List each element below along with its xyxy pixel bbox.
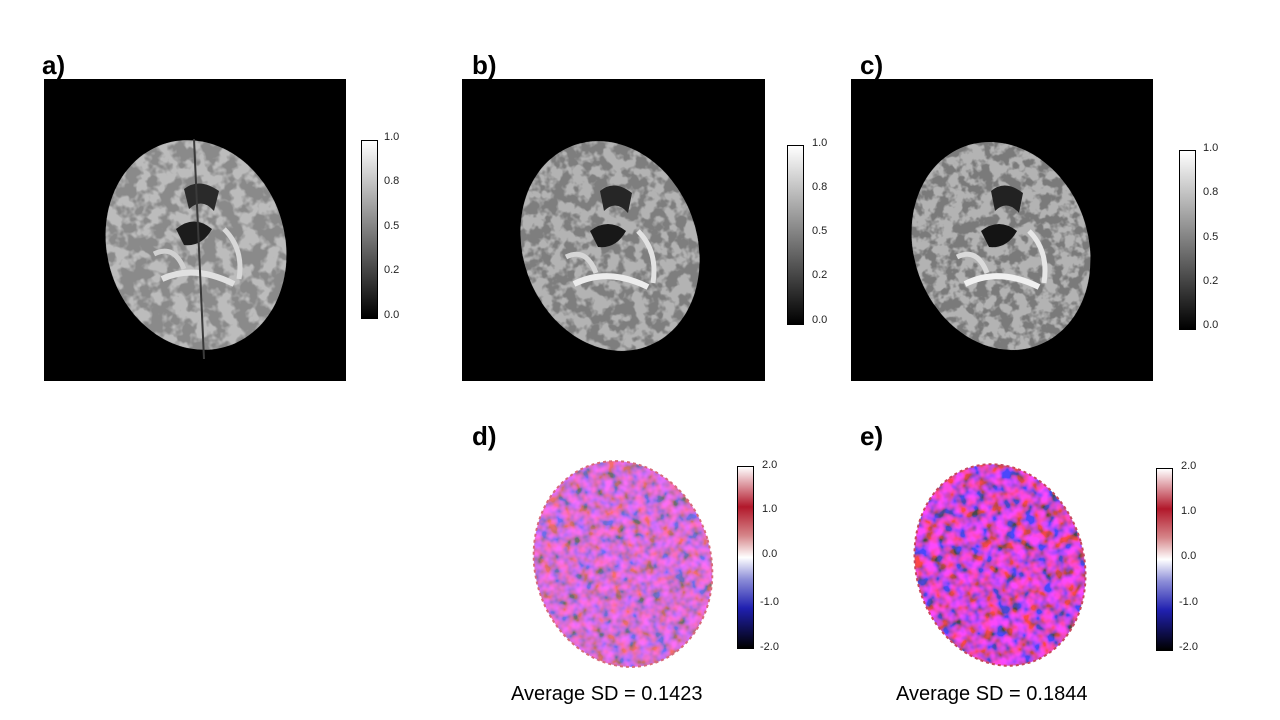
panel-d-difference-map <box>525 452 720 670</box>
panel-c-brain-image <box>851 79 1153 381</box>
panel-e-average-sd-caption: Average SD = 0.1844 <box>896 683 1088 705</box>
panel-b-tick-1.0: 1.0 <box>812 137 828 149</box>
panel-a-brain-image <box>44 79 346 381</box>
panel-e-difference-map <box>907 455 1092 670</box>
panel-a-tick-0.8: 0.8 <box>384 175 400 187</box>
panel-e-label: e) <box>860 421 884 451</box>
panel-a-tick-0.2: 0.2 <box>384 264 400 276</box>
panel-b-label: b) <box>472 50 497 80</box>
panel-b-tick-0.0: 0.0 <box>812 314 828 326</box>
panel-c-tick-0.8: 0.8 <box>1203 186 1219 198</box>
panel-e-tick-minus1.0: -1.0 <box>1179 596 1198 608</box>
panel-d-tick-minus2.0: -2.0 <box>760 641 779 653</box>
panel-d-colorbar <box>737 466 754 649</box>
panel-c-tick-0.5: 0.5 <box>1203 231 1219 243</box>
panel-d-tick-0.0: 0.0 <box>762 548 778 560</box>
panel-d-label: d) <box>472 421 497 451</box>
panel-b-brain-image <box>462 79 765 381</box>
panel-c-tick-0.0: 0.0 <box>1203 319 1219 331</box>
panel-c-tick-1.0: 1.0 <box>1203 142 1219 154</box>
difference-slice-d <box>532 460 714 668</box>
panel-c-label: c) <box>860 50 884 80</box>
brain-slice-c <box>911 142 1091 350</box>
panel-e-tick-minus2.0: -2.0 <box>1179 641 1198 653</box>
panel-e-colorbar <box>1156 468 1173 651</box>
brain-slice-b <box>520 141 700 351</box>
panel-e-tick-1.0: 1.0 <box>1181 505 1197 517</box>
panel-d-tick-minus1.0: -1.0 <box>760 596 779 608</box>
panel-a-colorbar <box>361 140 378 319</box>
panel-e-tick-0.0: 0.0 <box>1181 550 1197 562</box>
panel-c-tick-0.2: 0.2 <box>1203 275 1219 287</box>
panel-a-tick-1.0: 1.0 <box>384 131 400 143</box>
panel-e-tick-2.0: 2.0 <box>1181 460 1197 472</box>
panel-a-tick-0.5: 0.5 <box>384 220 400 232</box>
panel-b-colorbar <box>787 145 804 325</box>
panel-a-tick-0.0: 0.0 <box>384 309 400 321</box>
panel-c-colorbar <box>1179 150 1196 330</box>
brain-slice-a <box>105 138 287 360</box>
panel-a-label: a) <box>42 50 66 80</box>
panel-d-average-sd-caption: Average SD = 0.1423 <box>511 683 703 705</box>
difference-slice-e <box>913 463 1087 667</box>
panel-d-tick-1.0: 1.0 <box>762 503 778 515</box>
panel-d-tick-2.0: 2.0 <box>762 459 778 471</box>
panel-b-tick-0.2: 0.2 <box>812 269 828 281</box>
panel-b-tick-0.5: 0.5 <box>812 225 828 237</box>
panel-b-tick-0.8: 0.8 <box>812 181 828 193</box>
